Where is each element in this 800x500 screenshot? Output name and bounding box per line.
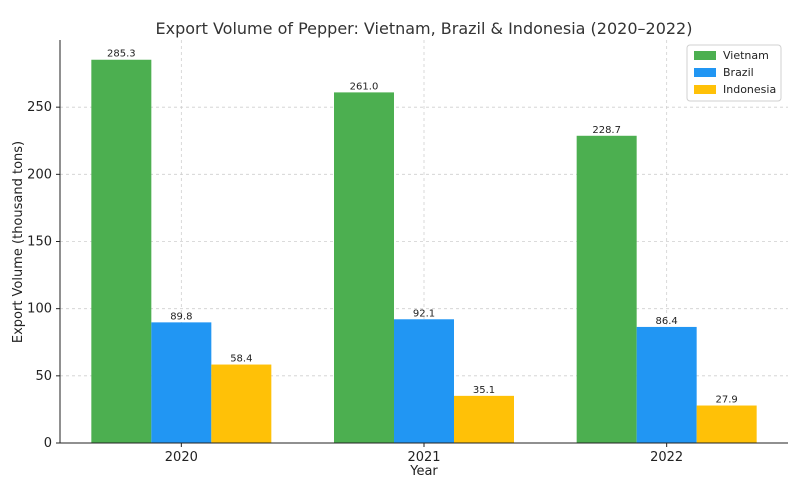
legend-swatch-indonesia bbox=[694, 85, 716, 94]
bar-brazil-2022 bbox=[636, 326, 697, 443]
legend-swatch-vietnam bbox=[694, 51, 716, 60]
bar-indonesia-2022 bbox=[696, 405, 757, 443]
legend-label-vietnam: Vietnam bbox=[723, 49, 769, 62]
data-label-indonesia-2020: 58.4 bbox=[230, 354, 252, 365]
data-labels-layer: 285.3 261.0 228.7 89.8 92.1 86.4 58.4 35.1 27.9 bbox=[107, 49, 738, 406]
bar-brazil-2020 bbox=[151, 322, 212, 443]
data-label-brazil-2021: 92.1 bbox=[413, 308, 435, 319]
bars-layer bbox=[91, 59, 757, 443]
legend: Vietnam Brazil Indonesia bbox=[686, 44, 782, 102]
bar-brazil-2021 bbox=[394, 319, 454, 443]
legend-label-brazil: Brazil bbox=[723, 66, 754, 79]
data-label-vietnam-2022: 228.7 bbox=[592, 125, 621, 136]
axes-layer: 0 50 100 150 200 250 2020 2021 2022 bbox=[27, 40, 788, 465]
bar-indonesia-2020 bbox=[211, 364, 272, 443]
y-tick-label: 150 bbox=[27, 235, 52, 250]
legend-label-indonesia: Indonesia bbox=[723, 83, 776, 96]
data-label-vietnam-2021: 261.0 bbox=[350, 81, 379, 92]
y-tick-label: 0 bbox=[44, 436, 52, 451]
data-label-brazil-2022: 86.4 bbox=[656, 316, 678, 327]
y-tick-label: 100 bbox=[27, 302, 52, 317]
x-tick-label: 2021 bbox=[407, 450, 440, 465]
bar-vietnam-2020 bbox=[91, 59, 152, 443]
data-label-indonesia-2021: 35.1 bbox=[473, 385, 495, 396]
data-label-indonesia-2022: 27.9 bbox=[716, 395, 738, 406]
data-label-brazil-2020: 89.8 bbox=[170, 311, 192, 322]
y-tick-label: 50 bbox=[35, 369, 52, 384]
y-axis-label: Export Volume (thousand tons) bbox=[11, 141, 26, 343]
chart-title: Export Volume of Pepper: Vietnam, Brazil… bbox=[156, 19, 693, 38]
bar-vietnam-2021 bbox=[334, 92, 394, 443]
bar-vietnam-2022 bbox=[576, 135, 637, 443]
x-tick-label: 2022 bbox=[650, 450, 683, 465]
bar-indonesia-2021 bbox=[454, 395, 514, 443]
y-tick-label: 250 bbox=[27, 100, 52, 115]
x-tick-label: 2020 bbox=[165, 450, 198, 465]
data-label-vietnam-2020: 285.3 bbox=[107, 49, 136, 60]
legend-swatch-brazil bbox=[694, 68, 716, 77]
x-axis-label: Year bbox=[409, 464, 438, 479]
y-tick-label: 200 bbox=[27, 167, 52, 182]
